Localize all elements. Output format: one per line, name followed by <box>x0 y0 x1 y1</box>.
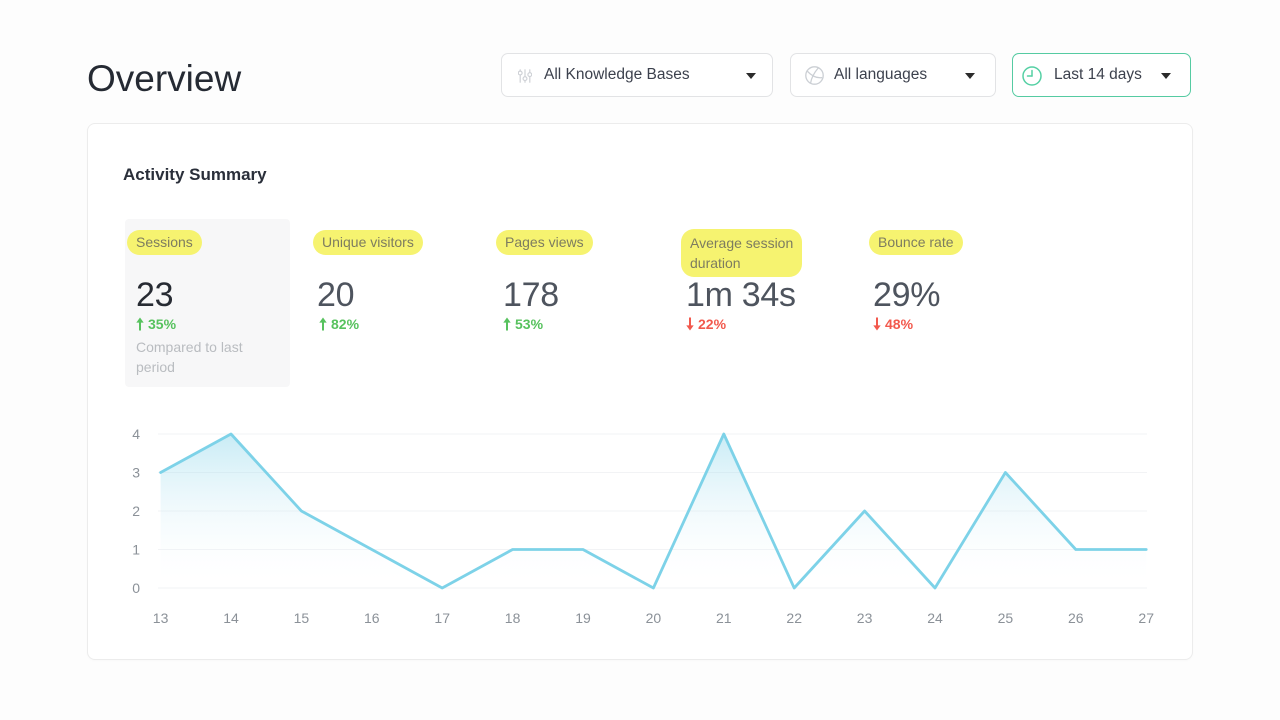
svg-text:23: 23 <box>857 610 873 626</box>
svg-text:24: 24 <box>927 610 943 626</box>
svg-text:13: 13 <box>153 610 169 626</box>
svg-text:26: 26 <box>1068 610 1084 626</box>
svg-text:27: 27 <box>1138 610 1154 626</box>
svg-text:15: 15 <box>294 610 310 626</box>
svg-text:21: 21 <box>716 610 732 626</box>
svg-text:0: 0 <box>132 580 140 596</box>
svg-text:19: 19 <box>575 610 591 626</box>
svg-text:17: 17 <box>434 610 450 626</box>
svg-text:4: 4 <box>132 426 140 442</box>
svg-text:1: 1 <box>132 542 140 558</box>
svg-text:25: 25 <box>998 610 1014 626</box>
svg-text:16: 16 <box>364 610 380 626</box>
svg-text:14: 14 <box>223 610 239 626</box>
svg-text:22: 22 <box>786 610 802 626</box>
svg-text:3: 3 <box>132 465 140 481</box>
svg-text:18: 18 <box>505 610 521 626</box>
svg-text:2: 2 <box>132 503 140 519</box>
svg-text:20: 20 <box>646 610 662 626</box>
